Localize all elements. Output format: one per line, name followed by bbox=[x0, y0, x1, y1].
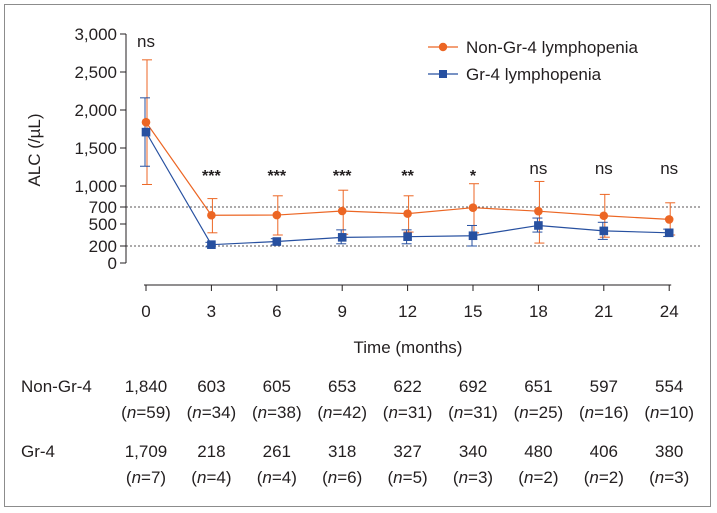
data-point-gr4 bbox=[664, 228, 674, 238]
y-tick-label: 2,500 bbox=[74, 63, 117, 82]
data-point-gr4 bbox=[207, 240, 216, 249]
table-count: (n=25) bbox=[514, 403, 564, 422]
data-point-non-gr4 bbox=[599, 211, 609, 221]
table-count: (n=5) bbox=[388, 468, 428, 487]
data-point-gr4 bbox=[534, 221, 543, 230]
table-value: 261 bbox=[263, 442, 291, 461]
legend-label-gr4: Gr-4 lymphopenia bbox=[466, 65, 602, 84]
y-tick-label: 0 bbox=[108, 254, 117, 273]
table-value: 605 bbox=[263, 377, 291, 396]
table-count: (n=2) bbox=[584, 468, 624, 487]
table-count: (n=3) bbox=[649, 468, 689, 487]
y-tick-label: 2,000 bbox=[74, 101, 117, 120]
y-tick-label: 1,500 bbox=[74, 139, 117, 158]
table-count: (n=31) bbox=[448, 403, 498, 422]
x-tick-label: 3 bbox=[207, 302, 216, 321]
data-point-gr4 bbox=[337, 233, 347, 242]
table-count: (n=42) bbox=[317, 403, 367, 422]
table-value: 380 bbox=[655, 442, 683, 461]
data-point-non-gr4 bbox=[403, 209, 412, 218]
table-count: (n=6) bbox=[322, 468, 362, 487]
data-point-non-gr4 bbox=[534, 206, 543, 216]
x-axis-title: Time (months) bbox=[354, 338, 463, 357]
significance-label: ns bbox=[595, 159, 613, 178]
table-value: 603 bbox=[197, 377, 225, 396]
x-tick-label: 18 bbox=[529, 302, 548, 321]
data-point-gr4 bbox=[468, 231, 478, 241]
table-value: 622 bbox=[393, 377, 421, 396]
data-point-non-gr4 bbox=[337, 206, 347, 216]
significance-label: *** bbox=[267, 168, 286, 185]
y-tick-label: 3,000 bbox=[74, 25, 117, 44]
data-point-non-gr4 bbox=[207, 210, 216, 220]
y-tick-label: 1,000 bbox=[74, 177, 117, 196]
data-point-gr4 bbox=[599, 226, 609, 236]
table-count: (n=34) bbox=[187, 403, 237, 422]
table-value: 554 bbox=[655, 377, 683, 396]
table-row-label: Non-Gr-4 bbox=[21, 377, 92, 396]
data-point-non-gr4 bbox=[468, 203, 478, 212]
table-value: 327 bbox=[393, 442, 421, 461]
table-value: 480 bbox=[524, 442, 552, 461]
x-tick-label: 21 bbox=[594, 302, 613, 321]
table-count: (n=3) bbox=[453, 468, 493, 487]
x-tick-label: 9 bbox=[337, 302, 346, 321]
significance-label: ns bbox=[660, 159, 678, 178]
table-value: 597 bbox=[590, 377, 618, 396]
x-tick-label: 6 bbox=[272, 302, 281, 321]
figure-frame bbox=[4, 4, 711, 507]
legend-marker-non-gr4 bbox=[438, 42, 448, 52]
table-count: (n=16) bbox=[579, 403, 629, 422]
significance-label: ** bbox=[401, 168, 414, 185]
table-value: 318 bbox=[328, 442, 356, 461]
legend-marker-gr4 bbox=[439, 70, 447, 78]
table-count: (n=4) bbox=[257, 468, 297, 487]
y-tick-label: 200 bbox=[89, 237, 117, 256]
table-value: 651 bbox=[524, 377, 552, 396]
table-value: 340 bbox=[459, 442, 487, 461]
x-tick-label: 0 bbox=[141, 302, 150, 321]
table-count: (n=7) bbox=[126, 468, 166, 487]
data-point-gr4 bbox=[272, 237, 282, 246]
table-value: 1,709 bbox=[125, 442, 168, 461]
table-count: (n=31) bbox=[383, 403, 433, 422]
table-value: 1,840 bbox=[125, 377, 168, 396]
y-tick-label: 500 bbox=[89, 215, 117, 234]
data-point-non-gr4 bbox=[664, 215, 674, 224]
x-tick-label: 24 bbox=[660, 302, 679, 321]
table-value: 218 bbox=[197, 442, 225, 461]
table-count: (n=38) bbox=[252, 403, 302, 422]
data-point-gr4 bbox=[141, 127, 151, 137]
data-point-non-gr4 bbox=[272, 210, 282, 220]
data-point-non-gr4 bbox=[141, 117, 151, 127]
table-count: (n=2) bbox=[518, 468, 558, 487]
significance-label: ns bbox=[529, 159, 547, 178]
x-tick-label: 12 bbox=[398, 302, 417, 321]
table-row-label: Gr-4 bbox=[21, 442, 55, 461]
y-tick-label: 700 bbox=[89, 198, 117, 217]
table-value: 406 bbox=[590, 442, 618, 461]
significance-label: *** bbox=[202, 168, 221, 185]
x-tick-label: 15 bbox=[464, 302, 483, 321]
significance-label: * bbox=[470, 168, 477, 185]
table-count: (n=4) bbox=[191, 468, 231, 487]
table-count: (n=10) bbox=[644, 403, 694, 422]
data-point-gr4 bbox=[403, 232, 412, 241]
legend: Non-Gr-4 lymphopenia Gr-4 lymphopenia bbox=[428, 38, 639, 84]
table-value: 692 bbox=[459, 377, 487, 396]
legend-label-non-gr4: Non-Gr-4 lymphopenia bbox=[466, 38, 639, 57]
significance-label: *** bbox=[333, 168, 352, 185]
table-count: (n=59) bbox=[121, 403, 171, 422]
significance-label: ns bbox=[137, 32, 155, 51]
series-line-gr4 bbox=[145, 131, 670, 246]
table-value: 653 bbox=[328, 377, 356, 396]
y-axis-title: ALC (/µL) bbox=[25, 113, 44, 186]
